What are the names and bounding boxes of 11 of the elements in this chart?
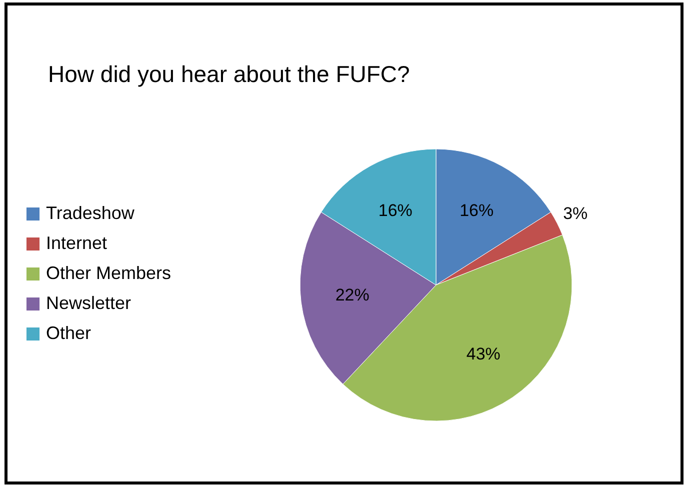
legend-label: Tradeshow [46,203,136,223]
data-label: 3% [563,204,588,223]
legend-label: Newsletter [46,293,132,313]
legend-label: Other Members [46,263,172,283]
legend-label: Internet [46,233,108,253]
data-label: 22% [335,286,370,305]
chart-title: How did you hear about the FUFC? [48,61,410,87]
data-label: 43% [466,344,500,364]
legend-label: Other [46,323,92,343]
data-label: 16% [460,201,494,220]
data-label: 16% [378,201,412,220]
